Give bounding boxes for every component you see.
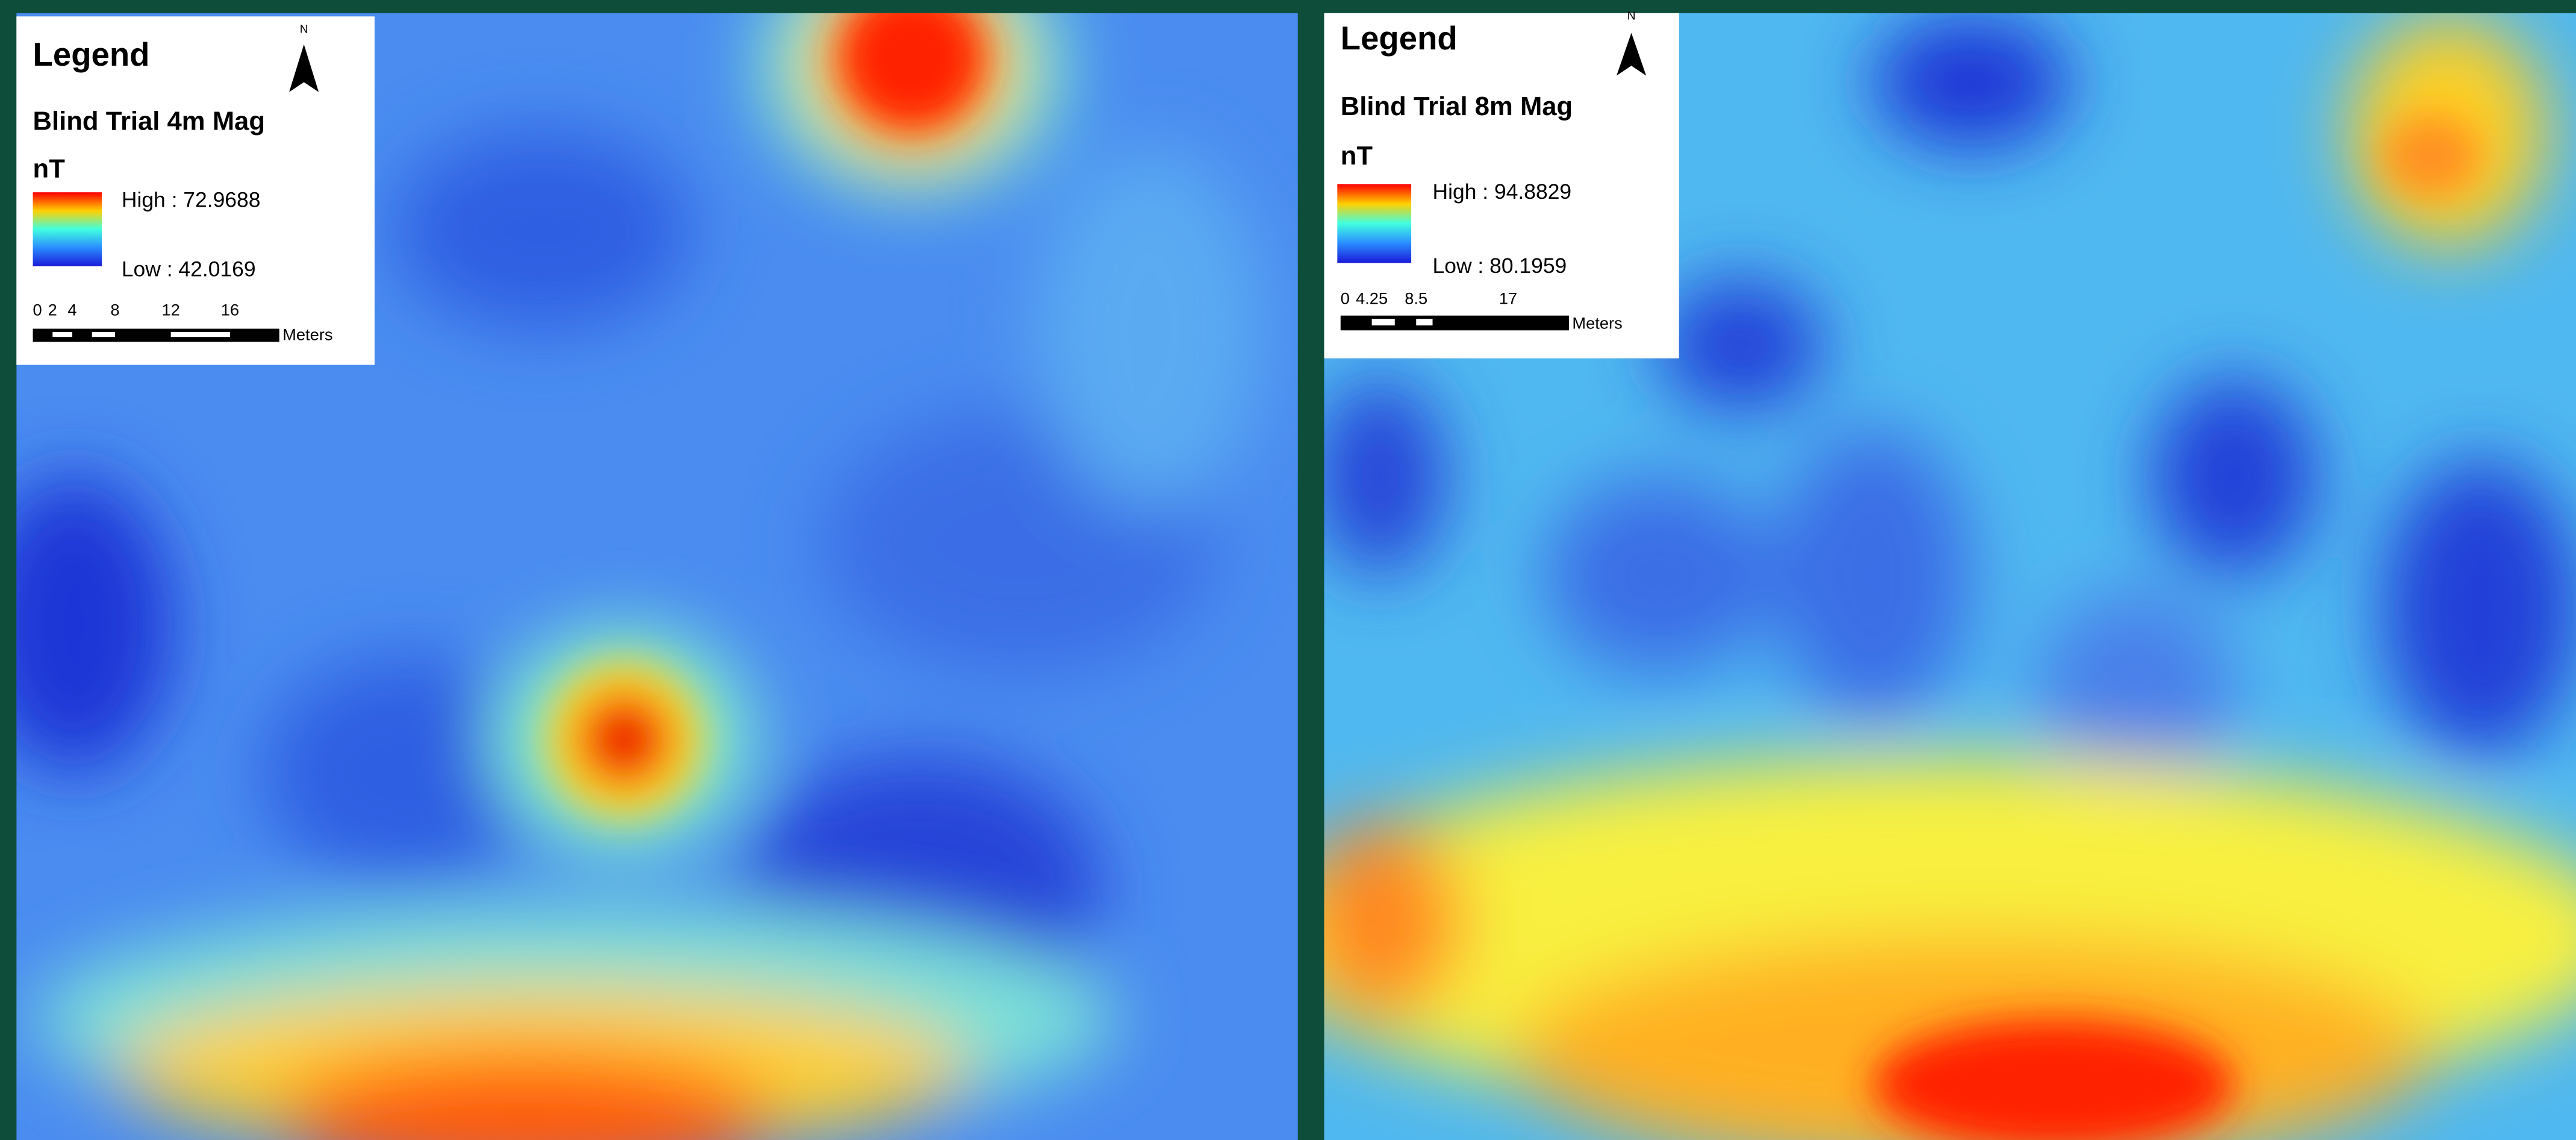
- scale-tick-label: 0: [33, 301, 42, 319]
- low-label: Low : 42.0169: [122, 257, 256, 281]
- scale-tick-label: 12: [162, 301, 180, 319]
- unit: nT: [1341, 141, 1373, 171]
- north-label: N: [300, 23, 308, 36]
- screen: Legend N Blind Trial 4m Mag nT High : 72…: [0, 0, 2576, 1140]
- scale-tick-label: 16: [221, 301, 239, 319]
- scale-tick-label: 2: [48, 301, 57, 319]
- scale-tick-label: 4: [67, 301, 76, 319]
- north-label: N: [1627, 10, 1636, 23]
- scale-unit: Meters: [1572, 314, 1622, 333]
- scale-unit: Meters: [282, 325, 332, 344]
- scale-tick-label: 8.5: [1405, 289, 1427, 308]
- scale-tick-label: 4.25: [1356, 289, 1388, 308]
- scale-tick-label: 0: [1341, 289, 1350, 308]
- color-ramp: [33, 192, 102, 266]
- legend-title: Legend: [1341, 20, 1458, 57]
- scale-bar: [1341, 316, 1569, 331]
- high-label: High : 72.9688: [122, 188, 261, 212]
- low-label: Low : 80.1959: [1433, 254, 1567, 278]
- scale-tick-label: 8: [110, 301, 119, 319]
- color-ramp: [1337, 184, 1411, 263]
- page: {"panels": [ {"legend": {"title": "Legen…: [0, 0, 2576, 1140]
- unit: nT: [33, 154, 66, 184]
- layer-name: Blind Trial 8m Mag: [1341, 92, 1573, 121]
- scale-tick-label: 17: [1499, 289, 1517, 308]
- scale-bar: [33, 329, 279, 342]
- high-label: High : 94.8829: [1433, 180, 1572, 204]
- legend-title: Legend: [33, 36, 150, 73]
- layer-name: Blind Trial 4m Mag: [33, 106, 265, 136]
